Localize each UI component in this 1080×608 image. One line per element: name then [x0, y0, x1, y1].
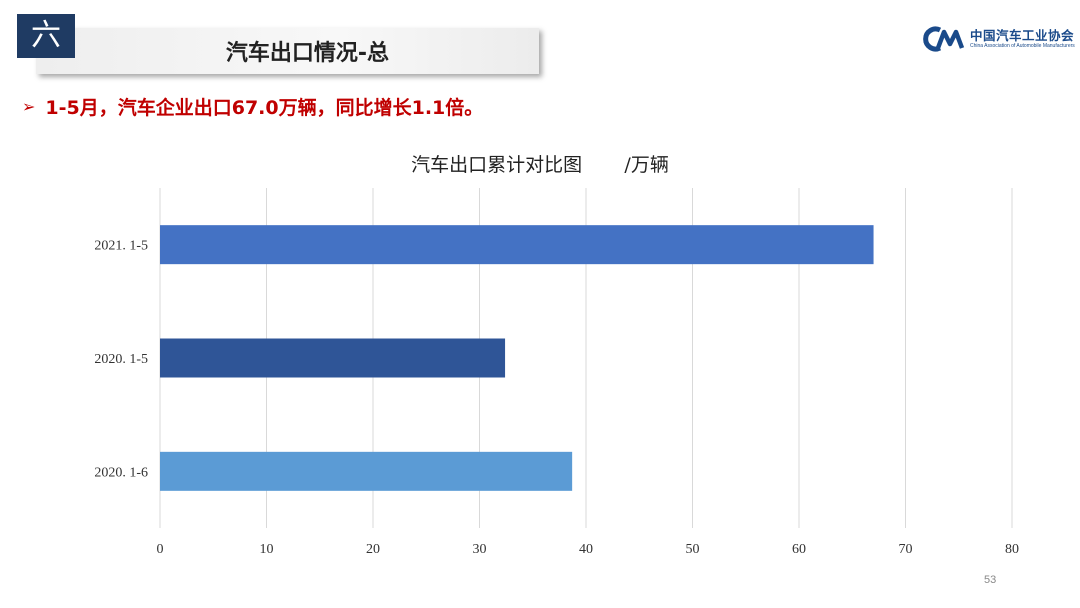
bar: [160, 225, 874, 265]
section-number-badge: 六: [17, 14, 75, 58]
caam-logo-icon: [923, 26, 965, 52]
x-tick-label: 40: [579, 542, 593, 557]
headline: ➢ 1-5月，汽车企业出口67.0万辆，同比增长1.1倍。: [22, 93, 483, 120]
page-number: 53: [984, 574, 997, 586]
x-tick-label: 50: [686, 542, 700, 557]
bullet-arrow-icon: ➢: [22, 97, 36, 116]
caam-logo: 中国汽车工业协会 China Association of Automobile…: [922, 24, 1075, 54]
x-tick-label: 20: [366, 542, 380, 557]
x-tick-label: 0: [157, 542, 164, 557]
x-tick-label: 60: [792, 542, 806, 557]
chart-title: 汽车出口累计对比图 /万辆: [411, 154, 669, 176]
logo-chinese-name: 中国汽车工业协会: [970, 28, 1075, 43]
headline-text: 1-5月，汽车企业出口67.0万辆，同比增长1.1倍。: [45, 97, 484, 119]
x-tick-label: 10: [260, 542, 274, 557]
y-category-label: 2020. 1-5: [94, 352, 148, 367]
bar: [160, 451, 573, 491]
x-tick-label: 80: [1005, 542, 1019, 557]
logo-english-name: China Association of Automobile Manufact…: [970, 43, 1075, 49]
y-category-label: 2020. 1-6: [94, 465, 148, 480]
slide-title: 汽车出口情况-总: [225, 41, 390, 66]
bar: [160, 338, 506, 378]
x-tick-label: 30: [473, 542, 487, 557]
title-banner: 汽车出口情况-总: [36, 28, 539, 74]
x-tick-label: 70: [899, 542, 913, 557]
y-category-label: 2021. 1-5: [94, 239, 148, 254]
